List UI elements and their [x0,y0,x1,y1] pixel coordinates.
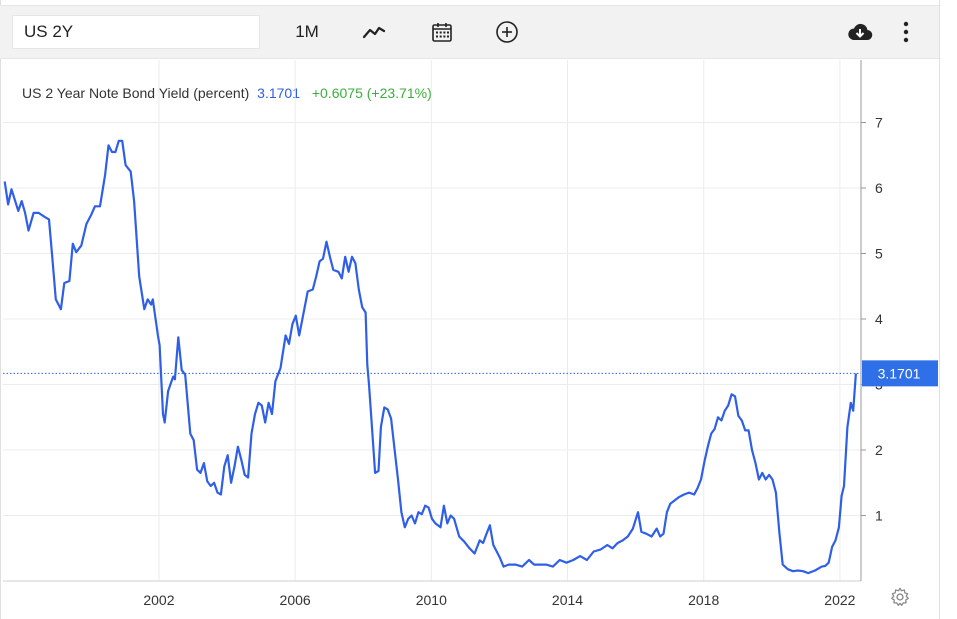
series-name: US 2 Year Note Bond Yield (percent) [22,85,250,101]
y-tick-label: 2 [875,442,883,458]
gear-icon[interactable] [889,586,911,608]
series-change: +0.6075 (+23.71%) [311,85,432,101]
line-chart-icon [362,26,386,39]
x-tick-label: 2006 [280,592,311,608]
download-button[interactable] [843,16,877,48]
series-value: 3.1701 [257,85,300,101]
symbol-input[interactable]: US 2Y [12,15,260,49]
chart-legend: US 2 Year Note Bond Yield (percent) 3.17… [22,85,432,101]
x-tick-label: 2002 [143,592,174,608]
x-tick-label: 2022 [824,592,855,608]
more-vertical-icon [903,21,909,43]
y-tick-label: 7 [875,115,883,131]
range-button[interactable]: 1M [295,22,319,41]
y-tick-label: 6 [875,180,883,196]
y-tick-label: 4 [875,311,883,327]
last-value-label: 3.1701 [878,365,921,381]
x-tick-label: 2014 [552,592,583,608]
calendar-icon [432,23,452,42]
x-tick-label: 2018 [688,592,719,608]
calendar-button[interactable] [426,16,458,48]
add-circle-icon [496,21,518,43]
chart-type-button[interactable] [358,16,390,48]
series-line [3,139,857,575]
last-value-badge [862,360,938,387]
x-tick-label: 2010 [416,592,447,608]
download-cloud-icon [848,23,873,41]
more-options-button[interactable] [892,16,920,48]
y-tick-label: 1 [875,508,883,524]
y-tick-label: 5 [875,246,883,262]
chart-toolbar: US 2Y 1M [0,5,939,59]
add-indicator-button[interactable] [491,16,523,48]
